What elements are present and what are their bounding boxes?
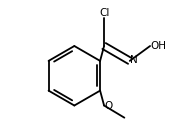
Text: O: O: [105, 100, 113, 111]
Text: N: N: [131, 55, 138, 65]
Text: Cl: Cl: [99, 8, 109, 18]
Text: OH: OH: [151, 41, 167, 51]
